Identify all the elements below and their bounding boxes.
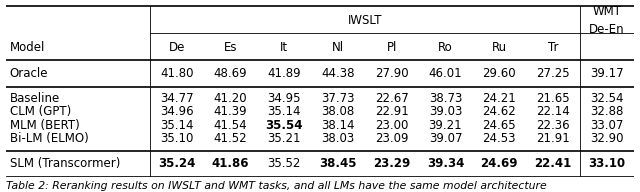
Text: 32.54: 32.54 <box>590 92 623 105</box>
Text: 38.45: 38.45 <box>319 156 356 170</box>
Text: 24.69: 24.69 <box>481 156 518 170</box>
Text: Es: Es <box>223 41 237 54</box>
Text: 23.00: 23.00 <box>375 119 408 132</box>
Text: IWSLT: IWSLT <box>348 14 382 27</box>
Text: 35.24: 35.24 <box>158 156 195 170</box>
Text: 24.62: 24.62 <box>483 105 516 118</box>
Text: 35.14: 35.14 <box>160 119 193 132</box>
Text: 22.36: 22.36 <box>536 119 570 132</box>
Text: MLM (BERT): MLM (BERT) <box>10 119 79 132</box>
Text: Bi-LM (ELMO): Bi-LM (ELMO) <box>10 132 88 145</box>
Text: 39.17: 39.17 <box>590 67 623 80</box>
Text: 39.34: 39.34 <box>427 156 464 170</box>
Text: 27.90: 27.90 <box>375 67 408 80</box>
Text: 34.95: 34.95 <box>268 92 301 105</box>
Text: 24.53: 24.53 <box>483 132 516 145</box>
Text: 34.77: 34.77 <box>160 92 193 105</box>
Text: 41.52: 41.52 <box>214 132 247 145</box>
Text: 24.21: 24.21 <box>483 92 516 105</box>
Text: 24.65: 24.65 <box>483 119 516 132</box>
Text: 23.09: 23.09 <box>375 132 408 145</box>
Text: SLM (Transcormer): SLM (Transcormer) <box>10 156 120 170</box>
Text: 22.41: 22.41 <box>534 156 572 170</box>
Text: Oracle: Oracle <box>10 67 48 80</box>
Text: 46.01: 46.01 <box>429 67 462 80</box>
Text: 38.14: 38.14 <box>321 119 355 132</box>
Text: 27.25: 27.25 <box>536 67 570 80</box>
Text: 41.80: 41.80 <box>160 67 193 80</box>
Text: 39.03: 39.03 <box>429 105 462 118</box>
Text: CLM (GPT): CLM (GPT) <box>10 105 71 118</box>
Text: 32.90: 32.90 <box>590 132 623 145</box>
Text: Ru: Ru <box>492 41 507 54</box>
Text: 34.96: 34.96 <box>160 105 193 118</box>
Text: Pl: Pl <box>387 41 397 54</box>
Text: 41.20: 41.20 <box>214 92 247 105</box>
Text: Baseline: Baseline <box>10 92 60 105</box>
Text: 48.69: 48.69 <box>214 67 247 80</box>
Text: 22.67: 22.67 <box>375 92 408 105</box>
Text: 35.10: 35.10 <box>160 132 193 145</box>
Text: 33.07: 33.07 <box>590 119 623 132</box>
Text: 39.21: 39.21 <box>429 119 462 132</box>
Text: 21.65: 21.65 <box>536 92 570 105</box>
Text: 22.91: 22.91 <box>375 105 408 118</box>
Text: 35.54: 35.54 <box>266 119 303 132</box>
Text: 41.54: 41.54 <box>214 119 247 132</box>
Text: 41.86: 41.86 <box>212 156 249 170</box>
Text: 22.14: 22.14 <box>536 105 570 118</box>
Text: Nl: Nl <box>332 41 344 54</box>
Text: 44.38: 44.38 <box>321 67 355 80</box>
Text: Table 2: Reranking results on IWSLT and WMT tasks, and all LMs have the same mod: Table 2: Reranking results on IWSLT and … <box>6 181 547 191</box>
Text: De-En: De-En <box>589 22 625 36</box>
Text: 38.08: 38.08 <box>321 105 355 118</box>
Text: Model: Model <box>10 41 45 54</box>
Text: 35.21: 35.21 <box>268 132 301 145</box>
Text: 35.52: 35.52 <box>268 156 301 170</box>
Text: Tr: Tr <box>548 41 558 54</box>
Text: 21.91: 21.91 <box>536 132 570 145</box>
Text: 38.03: 38.03 <box>321 132 355 145</box>
Text: 23.29: 23.29 <box>373 156 410 170</box>
Text: 41.89: 41.89 <box>268 67 301 80</box>
Text: Ro: Ro <box>438 41 453 54</box>
Text: WMT: WMT <box>592 5 621 18</box>
Text: 32.88: 32.88 <box>590 105 623 118</box>
Text: 35.14: 35.14 <box>268 105 301 118</box>
Text: 37.73: 37.73 <box>321 92 355 105</box>
Text: 39.07: 39.07 <box>429 132 462 145</box>
Text: 41.39: 41.39 <box>214 105 247 118</box>
Text: It: It <box>280 41 288 54</box>
Text: De: De <box>168 41 185 54</box>
Text: 33.10: 33.10 <box>588 156 625 170</box>
Text: 29.60: 29.60 <box>483 67 516 80</box>
Text: 38.73: 38.73 <box>429 92 462 105</box>
